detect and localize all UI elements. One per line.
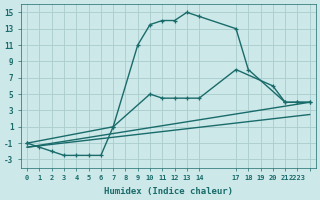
X-axis label: Humidex (Indice chaleur): Humidex (Indice chaleur): [104, 187, 233, 196]
